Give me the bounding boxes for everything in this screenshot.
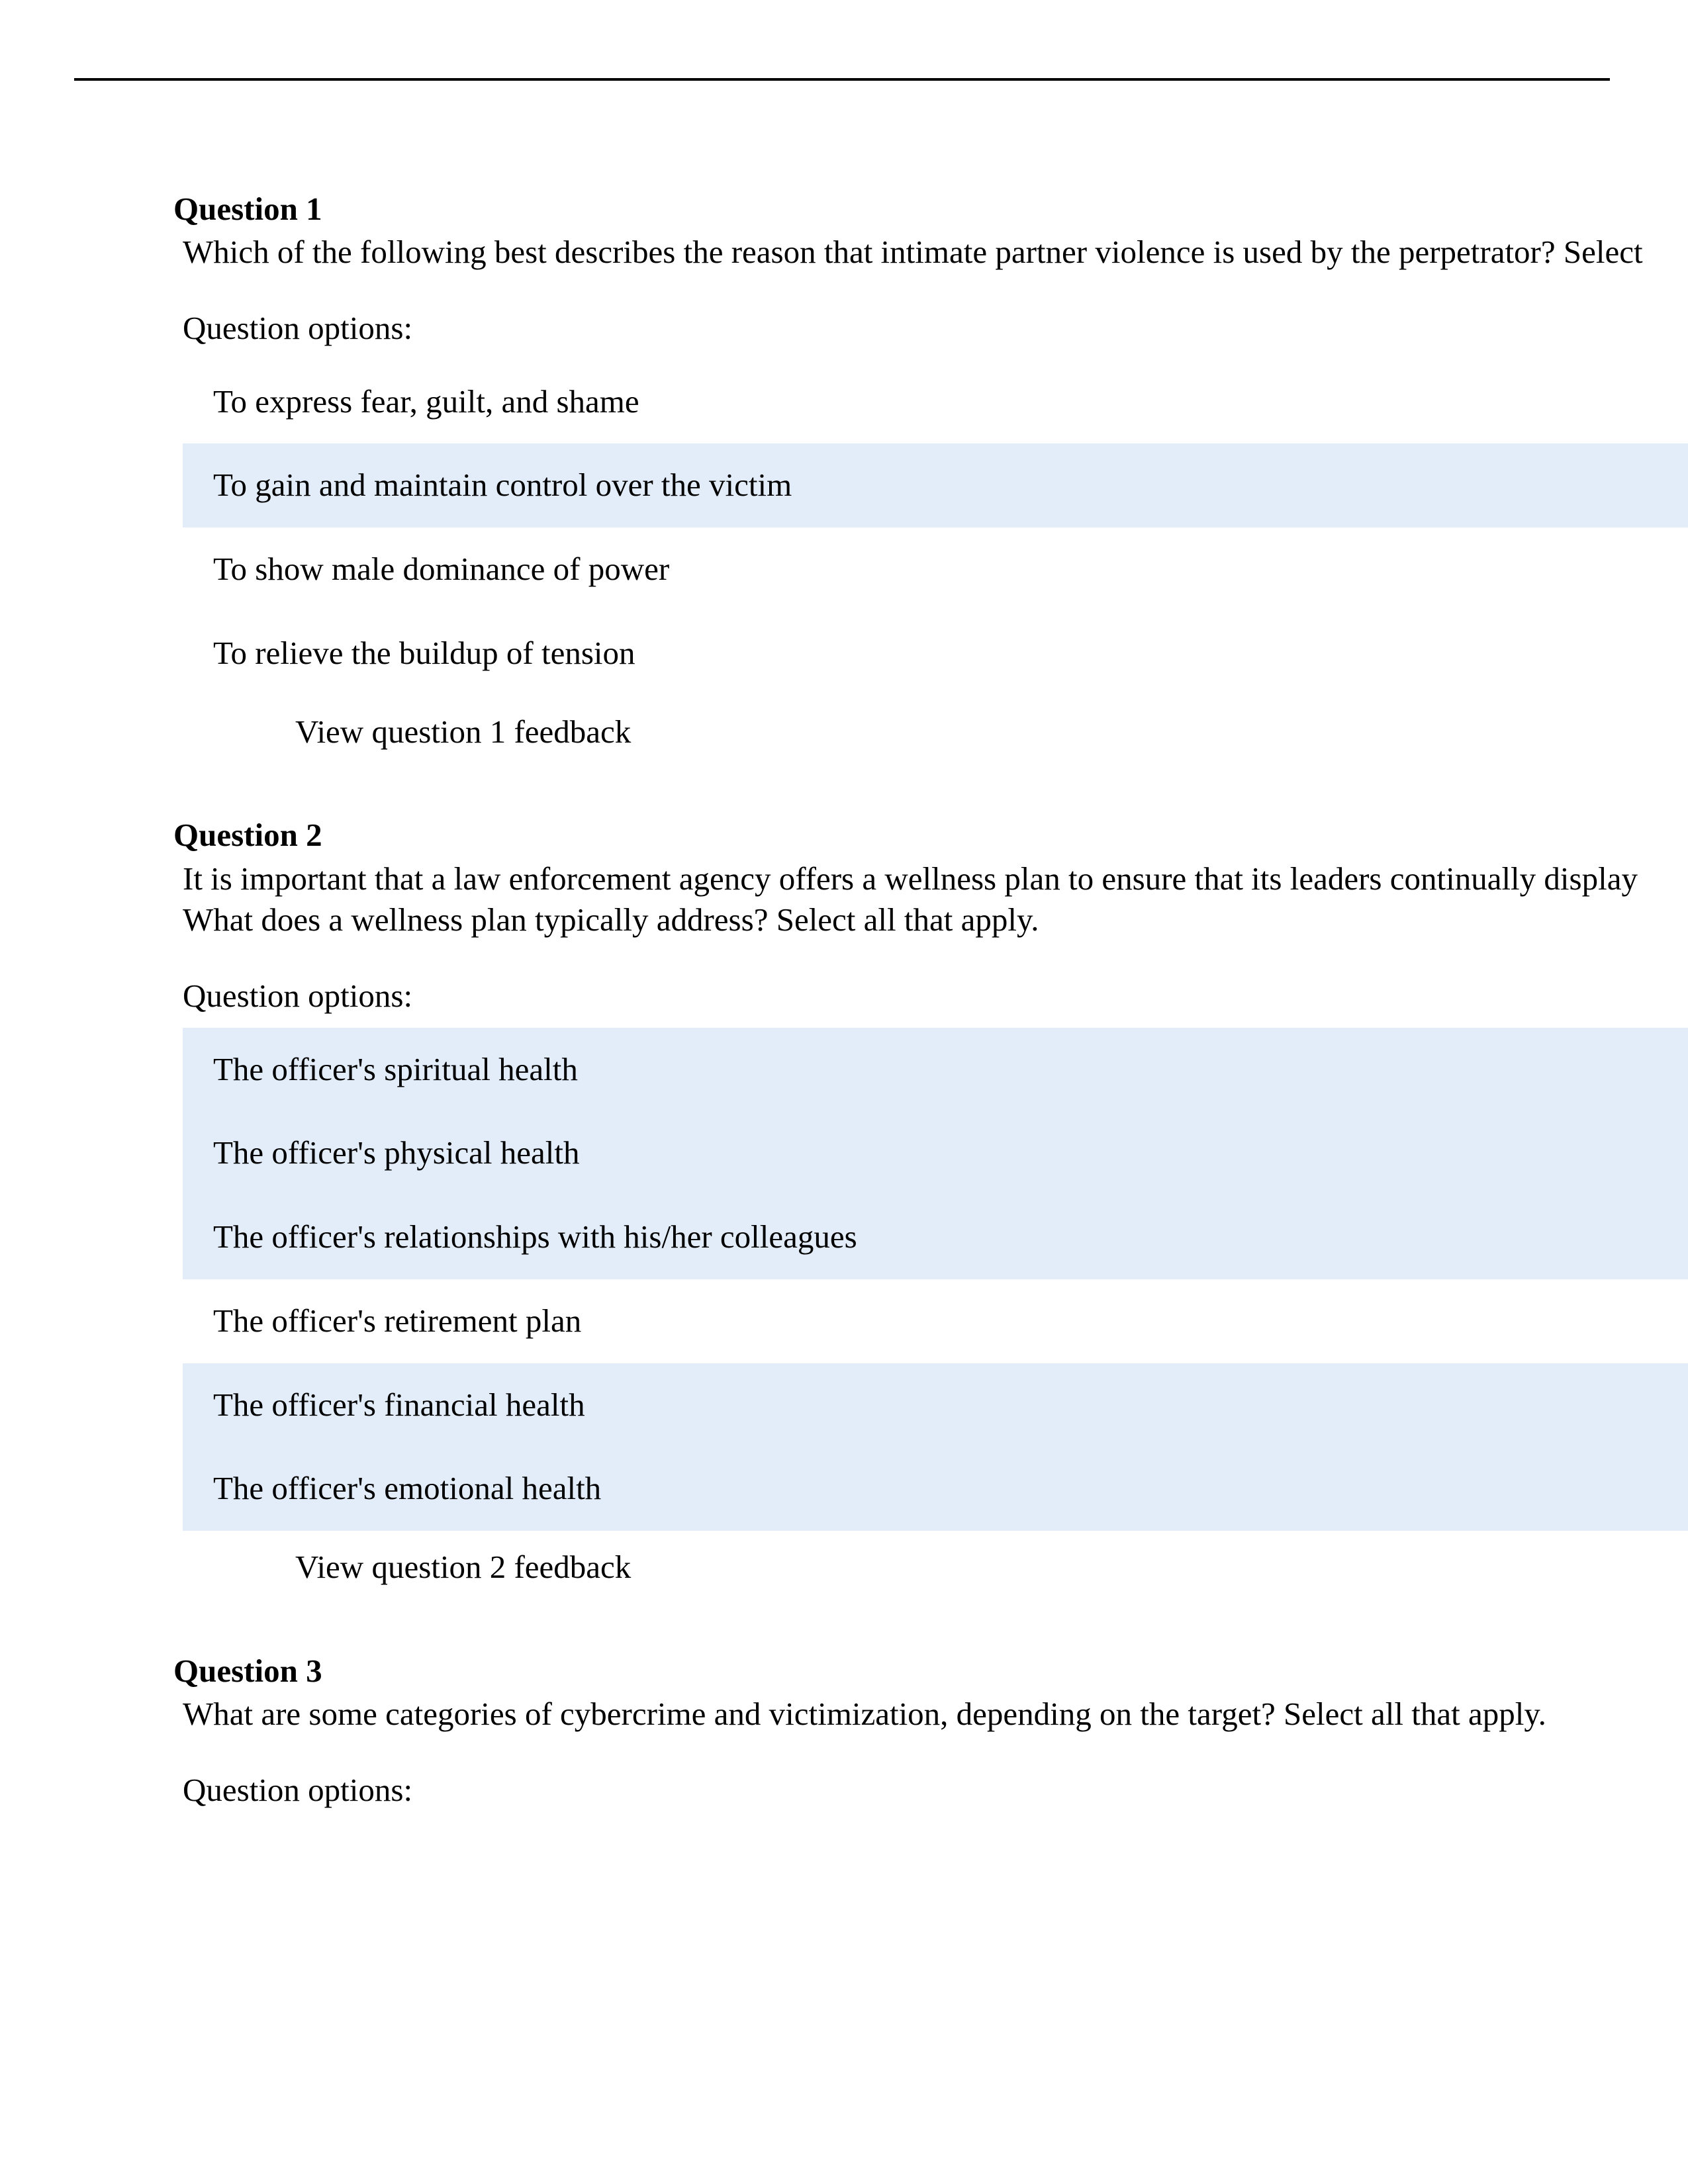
- feedback-text: View question 1 feedback: [295, 713, 631, 750]
- option-text: To relieve the buildup of tension: [213, 635, 635, 671]
- question-title: Question 3: [173, 1651, 1688, 1691]
- question-title: Question 1: [173, 189, 1688, 229]
- question-2: Question 2 It is important that a law en…: [173, 815, 1688, 1604]
- option-text: To show male dominance of power: [213, 551, 669, 587]
- question-prompt: Which of the following best describes th…: [183, 232, 1688, 273]
- option-row[interactable]: The officer's physical health: [183, 1111, 1688, 1195]
- option-text: The officer's physical health: [213, 1134, 580, 1171]
- option-text: The officer's spiritual health: [213, 1051, 578, 1087]
- option-group-highlight: The officer's spiritual health The offic…: [183, 1028, 1688, 1279]
- option-row[interactable]: The officer's relationships with his/her…: [183, 1195, 1688, 1279]
- question-options-label: Question options:: [183, 976, 1688, 1017]
- question-prompt: It is important that a law enforcement a…: [183, 858, 1688, 941]
- question-title: Question 2: [173, 815, 1688, 855]
- option-text: To express fear, guilt, and shame: [213, 383, 639, 420]
- option-text: The officer's financial health: [213, 1387, 585, 1423]
- option-row[interactable]: The officer's emotional health: [183, 1447, 1688, 1531]
- option-row[interactable]: The officer's retirement plan: [183, 1279, 1688, 1363]
- question-options-label: Question options:: [183, 1770, 1688, 1811]
- feedback-link[interactable]: View question 1 feedback: [183, 696, 1688, 769]
- option-row[interactable]: To show male dominance of power: [183, 527, 1688, 612]
- option-group-highlight: The officer's financial health The offic…: [183, 1363, 1688, 1531]
- question-3: Question 3 What are some categories of c…: [173, 1651, 1688, 1811]
- option-row[interactable]: To express fear, guilt, and shame: [183, 360, 1688, 444]
- option-row[interactable]: The officer's financial health: [183, 1363, 1688, 1447]
- option-text: The officer's emotional health: [213, 1470, 601, 1506]
- question-options: The officer's spiritual health The offic…: [183, 1028, 1688, 1604]
- feedback-text: View question 2 feedback: [295, 1549, 631, 1585]
- option-row[interactable]: The officer's spiritual health: [183, 1028, 1688, 1112]
- feedback-link[interactable]: View question 2 feedback: [183, 1531, 1688, 1604]
- question-1: Question 1 Which of the following best d…: [173, 189, 1688, 768]
- question-options-label: Question options:: [183, 308, 1688, 349]
- option-text: To gain and maintain control over the vi…: [213, 467, 792, 503]
- option-text: The officer's retirement plan: [213, 1302, 581, 1339]
- content-area: Question 1 Which of the following best d…: [173, 189, 1688, 1857]
- option-row[interactable]: To relieve the buildup of tension: [183, 612, 1688, 696]
- question-prompt: What are some categories of cybercrime a…: [183, 1694, 1688, 1735]
- option-text: The officer's relationships with his/her…: [213, 1218, 857, 1255]
- question-options: To express fear, guilt, and shame To gai…: [183, 360, 1688, 769]
- top-rule: [74, 78, 1610, 81]
- page: Question 1 Which of the following best d…: [0, 0, 1688, 2184]
- option-row[interactable]: To gain and maintain control over the vi…: [183, 443, 1688, 527]
